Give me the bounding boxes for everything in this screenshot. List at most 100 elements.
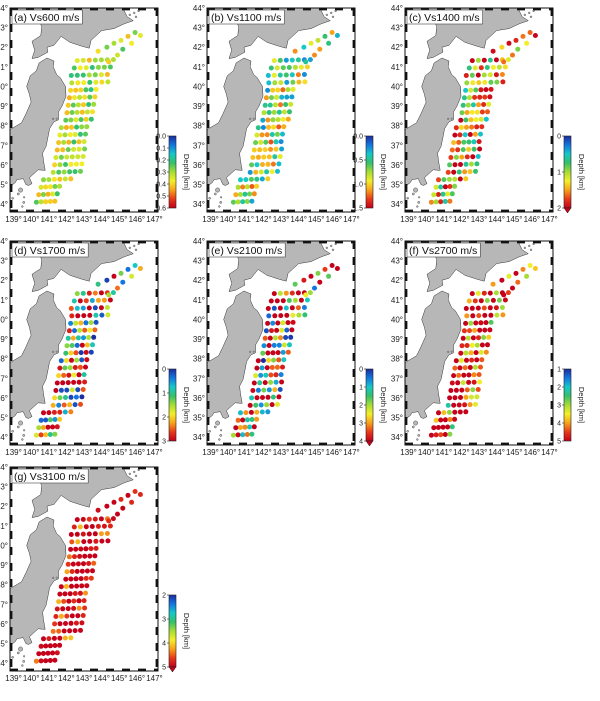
lat-tick-label: 40° [193, 315, 205, 324]
survey-point [79, 394, 85, 400]
survey-point [452, 395, 458, 401]
survey-point [456, 139, 462, 145]
survey-point [247, 424, 253, 430]
survey-point [433, 184, 439, 190]
survey-point [315, 37, 321, 43]
survey-point [72, 365, 78, 370]
survey-point [104, 305, 110, 310]
survey-point [451, 402, 457, 408]
land-island [416, 205, 419, 208]
survey-point [88, 349, 94, 355]
survey-point [276, 161, 282, 167]
survey-point [272, 80, 278, 86]
survey-point [464, 313, 470, 319]
lon-tick-label: 145° [111, 674, 128, 683]
survey-point [459, 343, 465, 349]
survey-point [107, 64, 113, 70]
survey-point [69, 583, 74, 589]
survey-point [101, 297, 107, 303]
survey-point [483, 116, 489, 122]
survey-point [61, 139, 67, 145]
survey-point [40, 651, 46, 656]
colorbar-ramp [365, 135, 374, 209]
survey-point [449, 424, 455, 430]
survey-point [510, 52, 515, 58]
lat-tick-label: 37° [0, 374, 8, 383]
land-island [21, 205, 24, 208]
lat-tick-label: 42° [0, 276, 8, 285]
survey-point [485, 109, 490, 115]
survey-point [265, 306, 271, 311]
colorbar-extend-arrow [365, 440, 374, 447]
survey-point [237, 192, 243, 197]
lat-tick-label: 42° [193, 276, 205, 285]
survey-point [67, 169, 73, 175]
survey-point [58, 125, 64, 131]
survey-point [52, 395, 58, 401]
survey-point [438, 417, 444, 423]
survey-point [258, 372, 264, 378]
lon-tick-label: 141° [435, 448, 452, 457]
survey-point [75, 539, 81, 545]
survey-point [45, 650, 51, 656]
survey-point [40, 425, 46, 430]
land-island [252, 117, 255, 120]
survey-point [532, 33, 538, 38]
survey-point [83, 131, 88, 137]
land-island [450, 117, 453, 120]
lat-tick-label: 36° [0, 161, 8, 170]
lon-tick-label: 142° [453, 215, 470, 224]
survey-point [95, 297, 101, 303]
lat-tick-label: 37° [391, 374, 403, 383]
survey-point [38, 432, 44, 438]
survey-point [87, 327, 93, 333]
map-panel-e: 34°35°36°37°38°39°40°41°42°43°44°139° 140… [193, 237, 388, 457]
survey-point [465, 335, 471, 341]
colorbar-extend-arrow [168, 666, 177, 673]
survey-point [254, 416, 260, 422]
survey-point [315, 270, 321, 276]
survey-point [91, 101, 97, 107]
survey-point [264, 402, 270, 408]
survey-point [317, 279, 323, 285]
survey-point [452, 162, 458, 168]
survey-point [74, 291, 80, 297]
survey-point [461, 372, 467, 378]
panel-title: (g) Vs3100 m/s [14, 471, 85, 483]
survey-point [250, 155, 256, 160]
survey-point [520, 33, 526, 39]
survey-point [61, 169, 67, 175]
survey-point [69, 124, 74, 130]
colorbar: 0 1 2 3 Depth [km] [162, 367, 191, 446]
lat-tick-label: 34° [0, 659, 8, 668]
survey-point [230, 199, 236, 205]
survey-point [479, 342, 485, 348]
survey-point [260, 395, 265, 400]
survey-point [244, 184, 250, 190]
lat-tick-label: 44° [0, 4, 8, 13]
survey-point [301, 305, 307, 310]
survey-point [250, 388, 256, 393]
colorbar: 1 2 3 4 5 Depth [km] [557, 367, 586, 446]
survey-point [76, 146, 82, 152]
lat-tick-label: 34° [0, 433, 8, 442]
land-island [325, 246, 328, 249]
survey-point [40, 192, 46, 197]
survey-point [79, 568, 85, 574]
survey-point [280, 320, 286, 326]
survey-point [304, 64, 310, 70]
survey-point [278, 335, 283, 341]
survey-point [289, 72, 295, 78]
survey-point [72, 132, 78, 137]
survey-point [111, 273, 117, 279]
survey-point [129, 40, 135, 46]
survey-point [266, 357, 271, 363]
survey-point [50, 650, 56, 656]
survey-point [69, 110, 75, 115]
survey-point [493, 72, 499, 78]
survey-point [110, 516, 116, 522]
survey-point [80, 290, 86, 296]
survey-point [86, 531, 92, 537]
survey-point [137, 266, 143, 271]
survey-point [75, 561, 81, 567]
